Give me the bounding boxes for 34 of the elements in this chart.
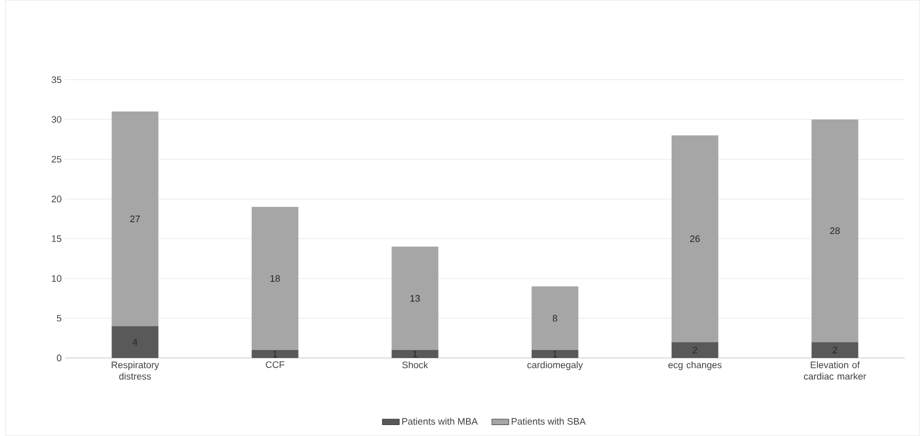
bar	[112, 112, 158, 326]
x-tick-label: cardiomegaly	[527, 361, 583, 370]
legend-label: Patients with MBA	[402, 418, 478, 425]
legend-label: Patients with SBA	[512, 418, 586, 425]
data-label: 18	[270, 275, 280, 282]
bar	[532, 286, 578, 350]
bar	[812, 342, 858, 358]
y-tick-label: 30	[52, 116, 62, 123]
y-tick-label: 15	[52, 236, 62, 242]
bar	[252, 207, 298, 350]
y-tick-label: 35	[52, 76, 62, 84]
data-label: 26	[690, 236, 700, 242]
y-tick-label: 0	[56, 354, 62, 362]
bar	[812, 120, 858, 342]
bar	[672, 135, 718, 342]
y-tick-label: 20	[52, 196, 62, 202]
data-label: 28	[830, 228, 840, 234]
bar	[672, 342, 718, 358]
data-label: 8	[552, 315, 558, 322]
data-label: 27	[130, 216, 140, 222]
x-tick-label: Shock	[402, 361, 428, 368]
bar	[392, 350, 438, 358]
bar	[252, 350, 298, 358]
y-tick-label: 25	[52, 156, 62, 163]
x-tick-label: ecg changes	[668, 361, 722, 370]
y-tick-label: 10	[52, 275, 62, 282]
bar	[392, 246, 438, 350]
x-tick-label: Elevation of cardiac marker	[804, 361, 866, 380]
y-tick-label: 5	[56, 315, 62, 322]
data-label: 13	[410, 295, 420, 302]
bar	[532, 350, 578, 358]
x-tick-label: Respiratory distress	[112, 361, 160, 380]
bar	[112, 326, 158, 358]
x-tick-label: CCF	[266, 361, 284, 368]
